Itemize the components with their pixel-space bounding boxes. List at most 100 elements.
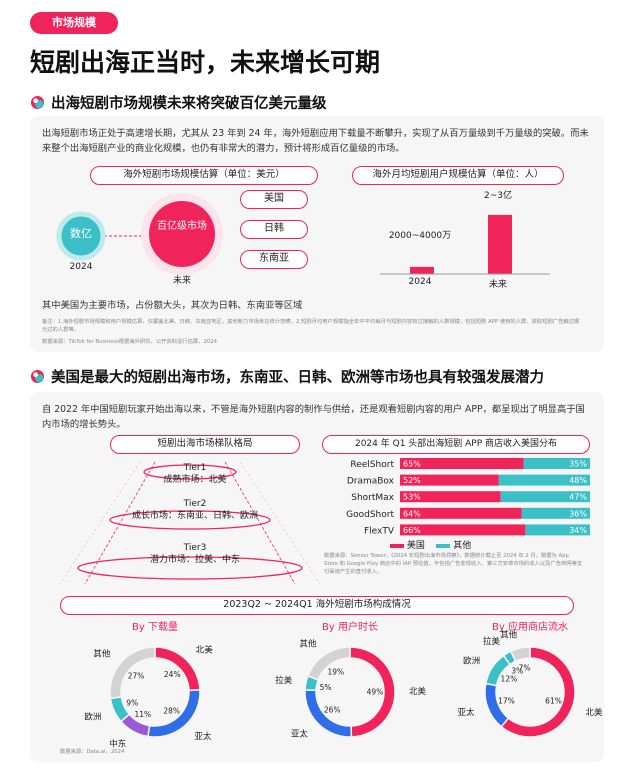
market-bubbles	[56, 193, 223, 275]
app-name: FlexTV	[364, 526, 395, 536]
slice-label: 拉美	[483, 636, 501, 647]
share-title: 2024 年 Q1 头部出海短剧 APP 商店收入美国分布	[322, 435, 590, 454]
section2-intro: 自 2022 年中国短剧玩家开始出海以来，不管是海外短剧内容的制作与供给，还是观…	[42, 404, 585, 430]
tier-pyramid	[59, 461, 321, 585]
region-pill: 日韩	[240, 220, 308, 239]
tier-name: Tier1	[183, 463, 207, 473]
pct-us: 66%	[403, 526, 421, 535]
donut-slice	[509, 646, 531, 663]
bar-us	[400, 458, 524, 469]
bar-other	[525, 524, 590, 536]
legend-us: 美国	[406, 541, 425, 551]
legend-other: 其他	[453, 541, 472, 551]
slice-label: 欧洲	[84, 712, 101, 723]
bar-other	[521, 507, 590, 519]
slice-label: 中东	[109, 739, 126, 750]
slice-label: 其他	[500, 629, 518, 640]
user-scale-title: 海外月均短剧用户规模估算（单位：人）	[352, 166, 564, 185]
year-now: 2024	[69, 262, 93, 272]
tier1: Tier1 成熟市场：北美	[135, 462, 255, 486]
pct-other: 48%	[569, 476, 587, 485]
region-pill: 东南亚	[240, 250, 308, 269]
section2-heading-text: 美国是最大的短剧出海市场，东南亚、日韩、欧洲等市场也具有较强发展潜力	[51, 370, 544, 386]
slice-pct: 26%	[324, 706, 341, 715]
app-name: ShortMax	[351, 493, 394, 503]
slice-label: 北美	[196, 644, 214, 655]
composition-source: 数据来源：Data.ai，2024	[60, 749, 125, 755]
slice-pct: 7%	[519, 664, 531, 673]
slice-label: 亚太	[291, 728, 309, 739]
bubble-future: 百亿级市场	[157, 221, 207, 232]
tier-title: 短剧出海市场梯队格局	[110, 435, 300, 454]
bar-other	[498, 474, 590, 486]
pct-us: 52%	[403, 476, 421, 485]
tier3: Tier3 潜力市场：拉美、中东	[125, 542, 265, 566]
bar-label-future: 2~3亿	[484, 191, 512, 201]
slice-pct: 27%	[128, 672, 145, 681]
bar-us	[400, 524, 526, 536]
donut-title: By 用户时长	[322, 620, 378, 633]
slice-pct: 12%	[501, 675, 518, 684]
tier-name: Tier3	[183, 543, 207, 553]
slice-label: 北美	[409, 686, 427, 697]
pct-other: 35%	[569, 460, 587, 469]
section1-panel: 出海短剧市场正处于高速增长期，尤其从 23 年到 24 年，海外短剧应用下载量不…	[30, 116, 604, 352]
tier-name: Tier2	[183, 499, 207, 509]
category-tag: 市场规模	[30, 12, 118, 34]
user-bar-chart	[380, 214, 550, 275]
bar-cat-future: 未来	[488, 280, 507, 290]
main-note: 其中美国为主要市场，占份额大头，其次为日韩、东南亚等区域	[42, 300, 303, 311]
slice-pct: 5%	[320, 683, 332, 692]
pct-other: 47%	[569, 493, 587, 502]
tier-desc: 成熟市场：北美	[163, 475, 227, 485]
slice-label: 亚太	[194, 731, 212, 742]
slice-pct: 9%	[126, 698, 138, 707]
slice-pct: 61%	[545, 696, 562, 705]
app-name: ReelShort	[350, 460, 394, 470]
section1-heading-text: 出海短剧市场规模未来将突破百亿美元量级	[51, 96, 327, 112]
section-bullet-icon	[30, 369, 45, 384]
user-bar	[488, 214, 512, 274]
donut-title: By 应用商店流水	[492, 620, 568, 633]
donut-slice	[154, 646, 201, 692]
share-bar-chart: ReelShort 65% 35% DramaBox 52% 48% ShortMax 53%…	[346, 458, 590, 536]
section1-heading: 出海短剧市场规模未来将突破百亿美元量级	[30, 92, 327, 113]
app-name: GoodShort	[346, 510, 394, 520]
region-pill: 美国	[240, 190, 308, 209]
bar-cat-2024: 2024	[408, 277, 432, 287]
pct-us: 64%	[403, 509, 421, 518]
pct-us: 65%	[403, 460, 421, 469]
section-bullet-icon	[30, 95, 45, 110]
pct-other: 36%	[569, 509, 587, 518]
section1-intro: 出海短剧市场正处于高速增长期，尤其从 23 年到 24 年，海外短剧应用下载量不…	[42, 128, 589, 154]
small-note: 备注：1.海外短剧市场规模和用户规模估算，仅覆盖北美、日韩、东南亚地区，其他新力…	[42, 319, 580, 333]
donut-charts: By 下载量 24% 北美 28% 亚太 11% 中东 9% 欧洲 27% 其他 By 用户时长 49%…	[84, 620, 603, 750]
donut-slice	[109, 646, 156, 700]
donut-slice	[306, 646, 351, 681]
bar-us	[400, 507, 522, 519]
bar-label-2024: 2000~4000万	[388, 231, 452, 241]
section2-heading: 美国是最大的短剧出海市场，东南亚、日韩、欧洲等市场也具有较强发展潜力	[30, 366, 544, 387]
bar-other	[523, 458, 590, 469]
pct-other: 34%	[569, 526, 587, 535]
slice-label: 欧洲	[463, 655, 480, 666]
year-future: 未来	[172, 276, 191, 286]
tier-desc: 潜力市场：拉美、中东	[149, 555, 240, 565]
legend-swatch-us	[390, 543, 404, 548]
bar-us	[400, 474, 499, 486]
tier2: Tier2 成长市场：东南亚、日韩、欧洲	[100, 498, 290, 522]
bar-us	[400, 491, 501, 503]
slice-label: 拉美	[275, 675, 293, 686]
bubble-now: 数亿	[70, 227, 92, 240]
slice-pct: 19%	[327, 667, 344, 676]
slice-pct: 28%	[163, 707, 180, 716]
slice-pct: 17%	[498, 696, 515, 705]
pct-us: 53%	[403, 493, 421, 502]
slice-pct: 24%	[164, 670, 181, 679]
legend-swatch-other	[436, 543, 451, 548]
share-source: 数据来源：Sensor Tower，《2024 年短剧出海市场洞察》，数据统计截…	[324, 553, 583, 575]
donut-title: By 下载量	[132, 621, 178, 633]
bar-other	[500, 491, 590, 503]
tier-desc: 成长市场：东南亚、日韩、欧洲	[131, 511, 258, 521]
